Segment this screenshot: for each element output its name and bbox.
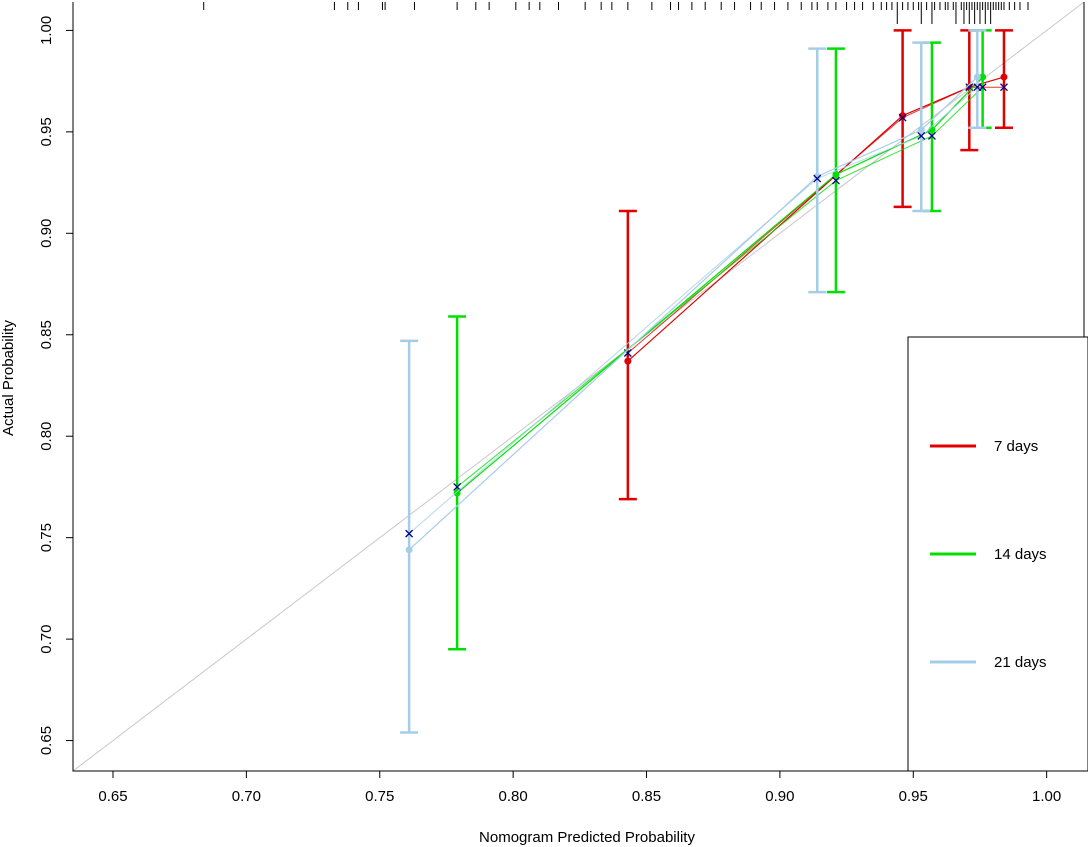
bias-corrected-line bbox=[456, 86, 983, 488]
y-tick-label: 0.95 bbox=[38, 117, 55, 146]
rug-marks bbox=[203, 2, 1029, 24]
cross-stroke bbox=[927, 131, 936, 140]
bias-corrected-marker bbox=[927, 131, 936, 140]
x-tick-label: 0.95 bbox=[899, 788, 928, 805]
bias-corrected-marker bbox=[405, 529, 414, 538]
x-axis: 0.65 0.70 0.75 0.80 0.85 0.90 0.95 1.00 bbox=[98, 771, 1061, 805]
y-tick-label: 0.80 bbox=[38, 422, 55, 451]
x-tick-label: 0.65 bbox=[98, 788, 127, 805]
y-tick-label: 0.85 bbox=[38, 320, 55, 349]
legend-label: 14 days bbox=[994, 546, 1047, 563]
observed-line bbox=[408, 76, 978, 551]
x-tick-label: 0.80 bbox=[499, 788, 528, 805]
bias-corrected-marker bbox=[813, 174, 822, 183]
bias-corrected-marker bbox=[965, 83, 974, 92]
legend: 7 days 14 days 21 days bbox=[907, 336, 1088, 772]
y-tick-label: 0.75 bbox=[38, 523, 55, 552]
cross-stroke bbox=[973, 83, 982, 92]
x-tick-label: 0.90 bbox=[765, 788, 794, 805]
y-axis: 0.65 0.70 0.75 0.80 0.85 0.90 0.95 1.00 bbox=[38, 16, 73, 755]
bias-corrected-marker bbox=[831, 176, 840, 185]
x-tick-label: 0.70 bbox=[232, 788, 261, 805]
cross-stroke bbox=[965, 83, 974, 92]
data-point bbox=[928, 126, 936, 134]
x-tick-label: 1.00 bbox=[1032, 788, 1061, 805]
bias-corrected-marker bbox=[1000, 83, 1008, 92]
data-point bbox=[1000, 73, 1008, 81]
y-axis-title: Actual Probability bbox=[0, 320, 17, 436]
data-point bbox=[973, 73, 981, 81]
cross-stroke bbox=[453, 482, 462, 491]
data-point bbox=[979, 73, 987, 81]
x-tick-label: 0.75 bbox=[365, 788, 394, 805]
legend-label: 21 days bbox=[994, 654, 1047, 671]
bias-corrected-marker bbox=[973, 83, 982, 92]
cross-stroke bbox=[831, 176, 840, 185]
data-point bbox=[899, 112, 907, 120]
bias-corrected-line bbox=[408, 86, 978, 534]
observed-line bbox=[627, 76, 1005, 362]
y-tick-label: 0.90 bbox=[38, 219, 55, 248]
bias-corrected-marker bbox=[898, 113, 907, 122]
y-tick-label: 0.65 bbox=[38, 726, 55, 755]
legend-label: 7 days bbox=[994, 438, 1038, 455]
cross-stroke bbox=[1000, 83, 1008, 92]
x-axis-title: Nomogram Predicted Probability bbox=[479, 829, 695, 846]
series-group bbox=[400, 29, 1013, 734]
y-tick-label: 0.70 bbox=[38, 625, 55, 654]
data-point bbox=[453, 489, 461, 497]
cross-stroke bbox=[813, 174, 822, 183]
series-2 bbox=[448, 29, 992, 651]
data-point bbox=[624, 357, 632, 365]
data-point bbox=[832, 170, 840, 178]
bias-corrected-line bbox=[627, 86, 1004, 354]
cross-stroke bbox=[405, 529, 414, 538]
series-3 bbox=[400, 29, 987, 734]
x-tick-label: 0.85 bbox=[632, 788, 661, 805]
cross-stroke bbox=[917, 131, 926, 140]
y-tick-label: 1.00 bbox=[38, 16, 55, 45]
data-point bbox=[813, 172, 821, 180]
data-point bbox=[917, 126, 925, 134]
bias-corrected-marker bbox=[917, 131, 926, 140]
cross-stroke bbox=[623, 349, 632, 357]
data-point bbox=[405, 546, 413, 554]
cross-stroke bbox=[898, 113, 907, 122]
